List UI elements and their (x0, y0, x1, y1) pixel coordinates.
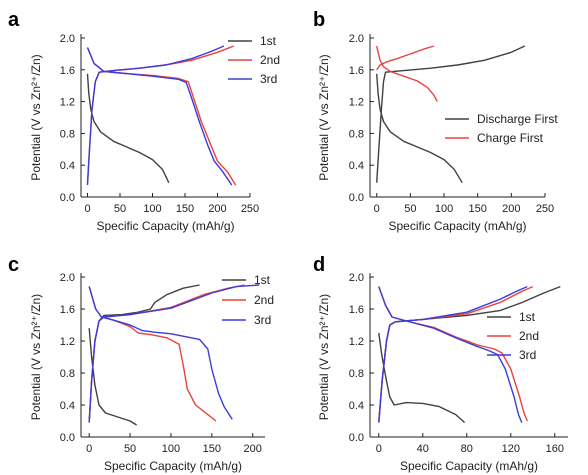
y-tick-label: 1.2 (60, 336, 75, 348)
y-tick-label: 1.2 (349, 97, 364, 109)
y-tick-label: 1.6 (349, 65, 364, 77)
y-tick-label: 0.4 (60, 400, 75, 412)
legend-label: 2nd (519, 329, 539, 343)
x-tick-label: 50 (114, 203, 126, 215)
legend-label: 1st (260, 34, 277, 48)
legend-label: 3rd (254, 313, 271, 327)
x-axis-label: Specific Capacity (mAh/g) (96, 219, 234, 233)
x-tick-label: 100 (162, 443, 180, 455)
panel-letter-d: d (313, 254, 325, 276)
series-3rd-curve-1 (88, 284, 260, 423)
x-tick-label: 0 (374, 203, 380, 215)
y-axis-label: Potential (V vs Zn²⁺/Zn) (317, 54, 331, 180)
series-3rd-curve-2 (86, 47, 233, 186)
y-tick-label: 0.8 (349, 128, 364, 140)
y-axis-label: Potential (V vs Zn²⁺/Zn) (29, 54, 43, 180)
legend-label: 2nd (254, 293, 274, 307)
series-2nd-curve-2 (378, 286, 528, 422)
y-tick-label: 2.0 (349, 33, 364, 45)
series-1st-curve-2 (88, 284, 200, 423)
x-tick-label: 160 (546, 443, 564, 455)
panel-letter-c: c (8, 254, 19, 276)
panel-letter-a: a (8, 9, 20, 31)
panel-c: c 0.0 0.4 0.8 1.2 1.6 2.0 0 50 100 150 200Specific … (8, 254, 274, 473)
y-axis-label: Potential (V vs Zn²⁺/Zn) (29, 294, 43, 420)
x-tick-label: 50 (404, 203, 416, 215)
y-tick-label: 2.0 (349, 272, 364, 284)
y-tick-label: 0.4 (349, 400, 364, 412)
y-tick-label: 0.8 (60, 368, 75, 380)
y-tick-label: 0.0 (60, 432, 75, 444)
x-tick-label: 200 (502, 203, 520, 215)
x-tick-label: 80 (461, 443, 473, 455)
series-2nd-curve-2 (86, 47, 237, 186)
x-tick-label: 120 (502, 443, 520, 455)
x-tick-label: 40 (417, 443, 429, 455)
legend-label: 1st (519, 310, 536, 324)
series-3rd-curve-2 (88, 286, 233, 420)
x-tick-label: 250 (536, 203, 554, 215)
x-tick-label: 150 (469, 203, 487, 215)
x-tick-label: 0 (84, 203, 90, 215)
legend-label: 1st (254, 273, 271, 287)
series-3rd-curve-2 (378, 286, 523, 423)
x-tick-label: 150 (176, 203, 194, 215)
legend-label: Charge First (477, 131, 544, 145)
y-tick-label: 0.8 (349, 368, 364, 380)
x-tick-label: 100 (435, 203, 453, 215)
y-tick-label: 1.6 (349, 304, 364, 316)
x-tick-label: 250 (241, 203, 259, 215)
legend-label: Discharge First (477, 112, 558, 126)
x-tick-label: 200 (208, 203, 226, 215)
panel-letter-b: b (313, 9, 325, 31)
y-tick-label: 1.2 (349, 336, 364, 348)
x-tick-label: 0 (376, 443, 382, 455)
y-tick-label: 0.4 (349, 160, 364, 172)
panel-b: b 0.0 0.4 0.8 1.2 1.6 2.0 0 50 100 150 200 250 Specif… (313, 9, 558, 233)
x-axis-label: Specific Capacity (mAh/g) (388, 219, 526, 233)
series-charge-first-curve-1 (376, 45, 438, 102)
x-axis-label: Specific Capacity (mAh/g) (400, 459, 538, 473)
series-3rd-curve-1 (378, 285, 528, 423)
y-tick-label: 1.2 (60, 97, 75, 109)
y-tick-label: 0.0 (60, 192, 75, 204)
panel-a: a 0.0 0.4 0.8 1.2 1.6 2.0 0 50 100 150 200 250 Specif… (8, 9, 280, 233)
y-tick-label: 2.0 (60, 272, 75, 284)
series-discharge-first-curve-1 (376, 73, 463, 184)
y-tick-label: 2.0 (60, 33, 75, 45)
series-1st-curve-1 (378, 332, 466, 424)
series-1st-curve-1 (88, 328, 137, 426)
series-3rd-curve-1 (86, 45, 225, 186)
y-tick-label: 0.0 (349, 432, 364, 444)
y-tick-label: 0.8 (60, 128, 75, 140)
series-1st-curve-1 (86, 73, 170, 184)
legend-label: 3rd (260, 72, 277, 86)
y-tick-label: 1.6 (60, 65, 75, 77)
x-tick-label: 150 (203, 443, 221, 455)
panel-d: d 0.0 0.4 0.8 1.2 1.6 2.0 0 40 80 120 160 Specific C… (313, 254, 568, 473)
y-tick-label: 0.0 (349, 192, 364, 204)
legend-label: 3rd (519, 348, 536, 362)
x-tick-label: 200 (244, 443, 262, 455)
y-axis-label: Potential (V vs Zn²⁺/Zn) (317, 294, 331, 420)
series-2nd-curve-1 (86, 45, 235, 183)
series-discharge-first-curve-2 (376, 45, 526, 183)
x-tick-label: 100 (143, 203, 161, 215)
x-axis-label: Specific Capacity (mAh/g) (104, 459, 242, 473)
y-tick-label: 1.6 (60, 304, 75, 316)
y-tick-label: 0.4 (60, 160, 75, 172)
legend-label: 2nd (260, 53, 280, 67)
series-charge-first-curve-2 (376, 45, 435, 71)
x-tick-label: 50 (124, 443, 136, 455)
x-tick-label: 0 (86, 443, 92, 455)
